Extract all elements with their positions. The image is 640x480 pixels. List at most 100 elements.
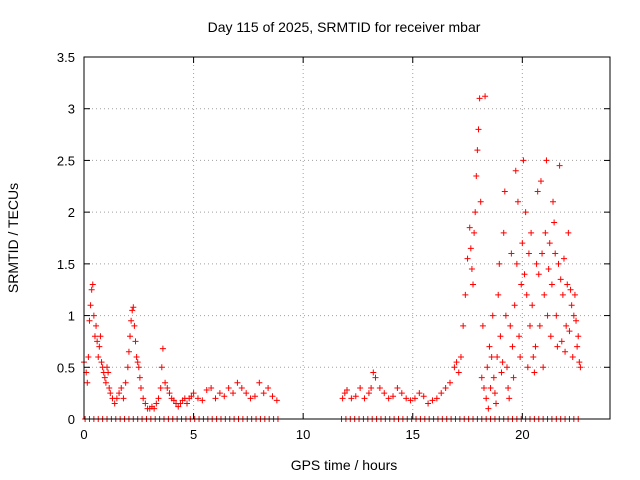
data-point <box>543 157 550 164</box>
data-point <box>574 343 581 350</box>
data-point <box>365 390 372 397</box>
data-point <box>411 395 418 402</box>
data-point <box>89 281 96 288</box>
y-tick-label: 1 <box>68 309 75 324</box>
data-point <box>521 271 528 278</box>
data-point <box>575 333 582 340</box>
data-point <box>494 353 501 360</box>
data-point <box>407 397 414 404</box>
data-point <box>496 260 503 267</box>
data-point <box>140 395 147 402</box>
data-point <box>101 374 108 381</box>
data-point <box>524 364 531 371</box>
data-point <box>555 260 562 267</box>
data-point <box>510 374 517 381</box>
data-point <box>501 188 508 195</box>
data-point <box>483 395 490 402</box>
data-point <box>105 369 112 376</box>
data-point <box>155 395 162 402</box>
data-point <box>238 384 245 391</box>
data-point <box>493 400 500 407</box>
data-point <box>203 387 210 394</box>
data-point <box>511 302 518 309</box>
data-point <box>491 390 498 397</box>
data-point <box>568 302 575 309</box>
data-point <box>551 219 558 226</box>
data-point <box>164 384 171 391</box>
data-point <box>527 322 534 329</box>
y-tick-label: 0.5 <box>57 360 75 375</box>
data-point <box>91 333 98 340</box>
data-point <box>577 364 584 371</box>
data-point <box>212 395 219 402</box>
data-point <box>518 281 525 288</box>
data-point <box>118 384 125 391</box>
data-point <box>484 364 491 371</box>
data-point <box>151 405 158 412</box>
data-point <box>368 384 375 391</box>
data-point <box>94 338 101 345</box>
data-point <box>134 359 141 366</box>
data-point <box>348 395 355 402</box>
data-point <box>269 393 276 400</box>
data-point <box>129 307 136 314</box>
data-point <box>106 384 113 391</box>
data-point <box>502 312 509 319</box>
data-point <box>506 395 513 402</box>
data-point <box>529 302 536 309</box>
data-point <box>477 198 484 205</box>
data-point <box>542 229 549 236</box>
data-point <box>509 343 516 350</box>
data-point <box>234 379 241 386</box>
data-point <box>85 353 92 360</box>
data-point <box>381 390 388 397</box>
data-point <box>216 390 223 397</box>
data-point <box>447 379 454 386</box>
data-point <box>570 312 577 319</box>
data-point <box>190 390 197 397</box>
data-point <box>344 387 350 394</box>
data-point <box>403 395 410 402</box>
data-point <box>385 395 392 402</box>
data-point <box>576 359 583 366</box>
data-point <box>420 393 427 400</box>
data-point <box>95 353 102 360</box>
data-point <box>475 126 482 133</box>
data-point <box>131 322 138 329</box>
data-point <box>466 224 473 231</box>
data-point <box>532 343 539 350</box>
data-point <box>225 384 232 391</box>
data-point <box>522 209 529 216</box>
data-point <box>472 209 479 216</box>
data-point <box>460 322 467 329</box>
data-point <box>438 390 445 397</box>
data-point <box>221 393 228 400</box>
data-point <box>166 390 173 397</box>
data-point <box>548 281 555 288</box>
data-point <box>560 255 567 262</box>
y-tick-label: 1.5 <box>57 257 75 272</box>
data-point <box>124 364 131 371</box>
data-point <box>553 312 560 319</box>
data-point <box>159 345 166 352</box>
data-point <box>546 240 553 247</box>
data-point <box>563 322 570 329</box>
data-point <box>175 403 182 410</box>
data-point <box>520 157 527 164</box>
data-point <box>471 229 478 236</box>
data-point <box>157 384 164 391</box>
data-point <box>473 172 480 179</box>
data-point <box>488 353 495 360</box>
data-point <box>98 359 105 366</box>
data-point <box>468 266 475 273</box>
data-point <box>128 317 135 324</box>
data-point <box>132 338 139 345</box>
data-point <box>539 250 546 257</box>
data-point <box>566 328 573 335</box>
data-point <box>372 374 379 381</box>
data-point <box>531 369 538 376</box>
data-point <box>136 374 143 381</box>
data-point <box>177 400 184 407</box>
data-point <box>495 291 502 298</box>
chart-title: Day 115 of 2025, SRMTID for receiver mba… <box>208 19 481 35</box>
